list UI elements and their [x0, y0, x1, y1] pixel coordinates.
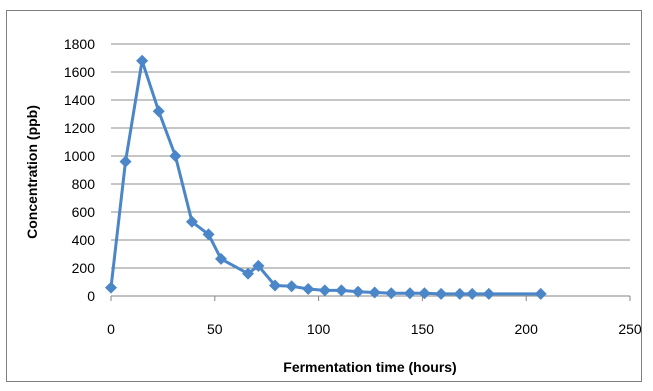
x-tick-label: 50	[207, 321, 223, 337]
x-tick-label: 250	[618, 321, 642, 337]
x-axis-title: Fermentation time (hours)	[283, 359, 456, 375]
y-tick-label: 200	[72, 260, 96, 276]
data-point	[404, 287, 416, 299]
data-point	[319, 284, 331, 296]
x-axis-ticks: 0 50 100 150 200 250	[107, 296, 642, 337]
data-point	[335, 284, 347, 296]
data-point	[215, 253, 227, 265]
y-tick-label: 1200	[64, 120, 95, 136]
y-tick-label: 0	[87, 288, 95, 304]
data-point	[435, 288, 447, 300]
data-point	[369, 287, 381, 299]
data-point	[169, 150, 181, 162]
data-point	[483, 288, 495, 300]
gridlines	[111, 44, 630, 268]
data-point	[120, 156, 132, 168]
data-point	[302, 283, 314, 295]
y-axis-ticks: 0 200 400 600 800 1000 1200 1400 1600 1800	[64, 36, 95, 304]
data-point	[153, 105, 165, 117]
x-tick-label: 150	[411, 321, 435, 337]
y-tick-label: 800	[72, 176, 96, 192]
data-point	[286, 280, 298, 292]
data-point	[535, 288, 547, 300]
y-tick-label: 1600	[64, 64, 95, 80]
data-point	[136, 55, 148, 67]
data-point	[105, 282, 117, 294]
data-point	[418, 287, 430, 299]
x-tick-label: 200	[515, 321, 539, 337]
data-point	[385, 287, 397, 299]
y-tick-label: 1000	[64, 148, 95, 164]
x-tick-label: 100	[307, 321, 331, 337]
data-point	[466, 288, 478, 300]
y-tick-label: 400	[72, 232, 96, 248]
series-line	[111, 61, 541, 294]
y-tick-label: 1800	[64, 36, 95, 52]
x-tick-label: 0	[107, 321, 115, 337]
data-point	[454, 288, 466, 300]
y-tick-label: 1400	[64, 92, 95, 108]
y-tick-label: 600	[72, 204, 96, 220]
series-layer	[105, 55, 547, 300]
y-axis-title: Concentration (ppb)	[24, 105, 40, 239]
